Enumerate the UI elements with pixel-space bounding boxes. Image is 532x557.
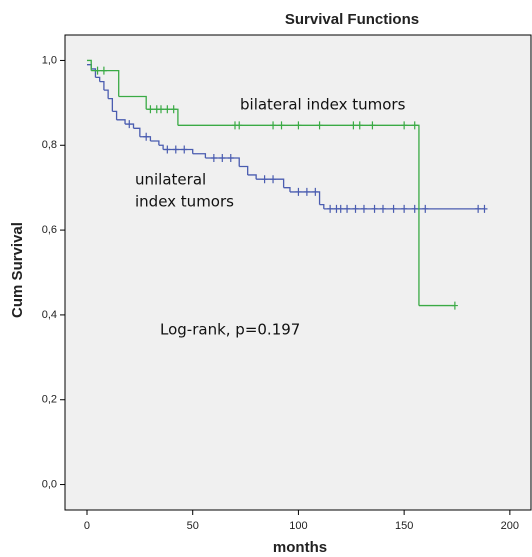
x-tick-label: 200 (501, 520, 519, 532)
survival-step (239, 165, 249, 175)
y-tick-label: 1,0 (42, 54, 57, 66)
censor-mark (451, 301, 458, 310)
censor-mark (143, 132, 150, 141)
censor-mark (316, 121, 323, 130)
survival-step (95, 76, 101, 82)
censor-mark (360, 204, 367, 213)
censor-mark (401, 121, 408, 130)
survival-step (103, 89, 109, 99)
censor-mark (350, 121, 357, 130)
censor-mark (379, 204, 386, 213)
annotation: index tumors (135, 193, 234, 211)
x-axis-label: months (273, 539, 327, 556)
censor-mark (303, 187, 310, 196)
censor-mark (327, 204, 334, 213)
survival-step (91, 68, 97, 78)
annotation: Log-rank, p=0.197 (160, 321, 300, 339)
censor-mark (227, 153, 234, 162)
censor-mark (219, 153, 226, 162)
y-tick-label: 0,4 (42, 309, 57, 321)
censor-mark (172, 145, 179, 154)
censor-mark (270, 175, 277, 184)
censor-mark (369, 121, 376, 130)
censor-mark (181, 145, 188, 154)
plot-area (64, 34, 532, 511)
censor-mark (352, 204, 359, 213)
survival-step (158, 144, 164, 150)
annotation: bilateral index tumors (240, 96, 406, 114)
censor-mark (147, 105, 154, 114)
censor-mark (270, 121, 277, 130)
survival-step (319, 203, 325, 209)
y-tick-label: 0,2 (42, 394, 57, 406)
censor-mark (422, 204, 429, 213)
censor-mark (371, 204, 378, 213)
censor-mark (312, 187, 319, 196)
censor-mark (261, 175, 268, 184)
x-tick-label: 0 (84, 520, 90, 532)
survival-step (283, 187, 291, 192)
censor-mark (164, 105, 171, 114)
survival-step (86, 59, 92, 71)
censor-mark (411, 121, 418, 130)
survival-step (112, 110, 118, 120)
censor-mark (126, 120, 133, 129)
censor-mark (390, 204, 397, 213)
survival-step (150, 140, 160, 146)
censor-mark (356, 121, 363, 130)
censor-mark (295, 187, 302, 196)
x-tick-label: 150 (395, 520, 413, 532)
survival-step (177, 124, 420, 306)
survival-step (118, 95, 147, 110)
censor-mark (475, 204, 482, 213)
censor-mark (236, 121, 243, 130)
censor-mark (170, 105, 177, 114)
y-tick-label: 0,6 (42, 224, 57, 236)
survival-step (108, 97, 114, 112)
y-tick-label: 0,8 (42, 139, 57, 151)
censor-mark (94, 66, 101, 75)
censor-mark (157, 105, 164, 114)
survival-step (99, 81, 105, 91)
x-tick-label: 100 (289, 520, 307, 532)
survival-step (133, 127, 141, 137)
censor-mark (100, 66, 107, 75)
censor-mark (337, 204, 344, 213)
x-tick-label: 50 (187, 520, 199, 532)
censor-mark (210, 153, 217, 162)
y-axis-label: Cum Survival (9, 222, 26, 318)
censor-mark (401, 204, 408, 213)
censor-mark (295, 121, 302, 130)
survival-step (116, 119, 126, 125)
censor-mark (164, 145, 171, 154)
chart-title: Survival Functions (285, 11, 419, 28)
censor-mark (278, 121, 285, 130)
censor-mark (481, 204, 488, 213)
censor-mark (344, 204, 351, 213)
annotation: unilateral (135, 171, 206, 189)
survival-step (192, 153, 207, 158)
censor-mark (411, 204, 418, 213)
y-tick-label: 0,0 (42, 478, 57, 490)
survival-step (247, 174, 257, 180)
